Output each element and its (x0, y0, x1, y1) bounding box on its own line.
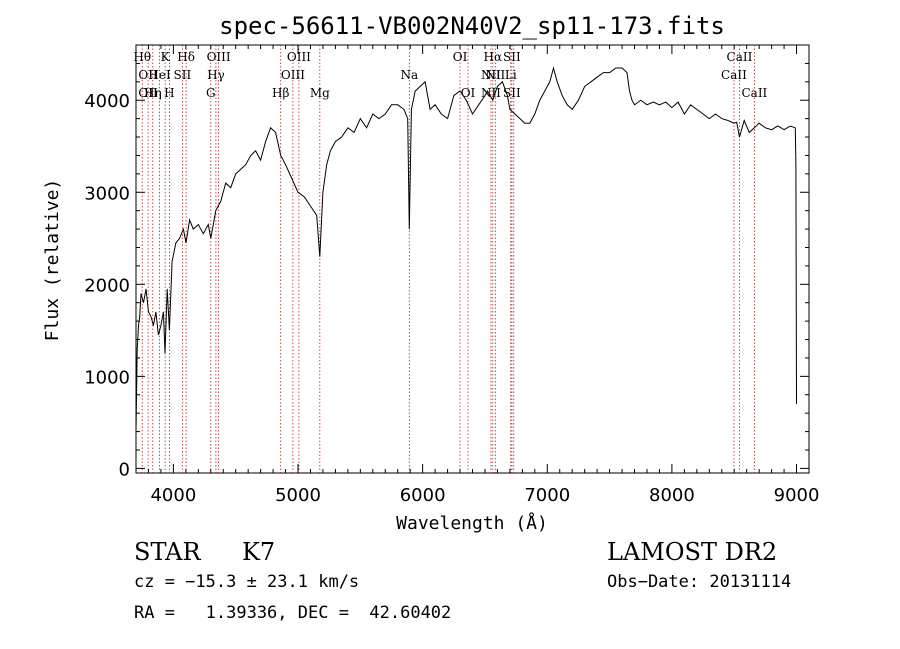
chart-title: spec-56611-VB002N40V2_sp11-173.fits (219, 12, 725, 40)
emission-line-label: H (164, 86, 174, 100)
y-tick-label: 4000 (84, 91, 130, 112)
emission-line-label: OII (138, 86, 158, 100)
emission-line-label: CaII (741, 86, 767, 100)
emission-line-label: G (206, 86, 216, 100)
survey-name: LAMOST DR2 (607, 538, 778, 566)
emission-line-label: Hγ (207, 68, 225, 82)
emission-line-label: NII (481, 68, 501, 82)
object-class: STAR (134, 538, 201, 566)
x-axis-ticks: 4000 5000 6000 7000 8000 9000 (135, 45, 820, 506)
x-tick-label: 9000 (774, 485, 820, 506)
y-tick-label: 0 (119, 459, 130, 480)
x-tick-label: 6000 (400, 485, 446, 506)
x-tick-label: 8000 (649, 485, 695, 506)
emission-line-markers (141, 45, 755, 473)
x-tick-label: 5000 (275, 485, 321, 506)
emission-line-label: NII (485, 68, 505, 82)
emission-line-label: OIII (207, 50, 231, 64)
emission-line-labels: HθOIIOIIHηHeIKHSIIHδGHγOIIIHβOIIIOIIIMgN… (133, 50, 767, 100)
emission-line-label: OII (138, 68, 158, 82)
x-axis-label: Wavelength (Å) (396, 512, 548, 534)
emission-line-label: HeI (148, 68, 171, 82)
emission-line-label: SII (503, 50, 521, 64)
y-axis-label: Flux (relative) (42, 179, 63, 342)
emission-line-label: SII (503, 86, 521, 100)
y-axis-ticks: 0 1000 2000 3000 4000 (84, 44, 809, 480)
y-tick-label: 2000 (84, 275, 130, 296)
x-tick-label: 4000 (150, 485, 196, 506)
emission-line-label: Hβ (272, 86, 289, 100)
emission-line-label: OIII (281, 68, 305, 82)
coordinates-text: RA = 1.39336, DEC = 42.60402 (134, 603, 452, 623)
emission-line-label: OIII (287, 50, 311, 64)
redshift-text: cz = −15.3 ± 23.1 km/s (134, 572, 360, 592)
spectral-subclass: K7 (242, 538, 276, 566)
emission-line-label: SII (174, 68, 192, 82)
spectrum-line (135, 66, 797, 432)
emission-line-label: Na (400, 68, 418, 82)
plot-frame (135, 44, 810, 474)
emission-line-label: Hα (484, 50, 503, 64)
emission-line-label: Mg (310, 86, 330, 100)
emission-line-label: Hη (144, 86, 162, 100)
y-tick-label: 1000 (84, 367, 130, 388)
emission-line-label: CaII (727, 50, 753, 64)
y-tick-label: 3000 (84, 183, 130, 204)
emission-line-label: Li (505, 68, 517, 82)
emission-line-label: Hθ (133, 50, 151, 64)
x-tick-label: 7000 (524, 485, 570, 506)
emission-line-label: K (161, 50, 171, 64)
emission-line-label: CaII (721, 68, 747, 82)
emission-line-label: OI (461, 86, 476, 100)
emission-line-label: OI (453, 50, 468, 64)
obs-date-text: Obs−Date: 20131114 (607, 572, 792, 592)
emission-line-label: Hδ (177, 50, 195, 64)
